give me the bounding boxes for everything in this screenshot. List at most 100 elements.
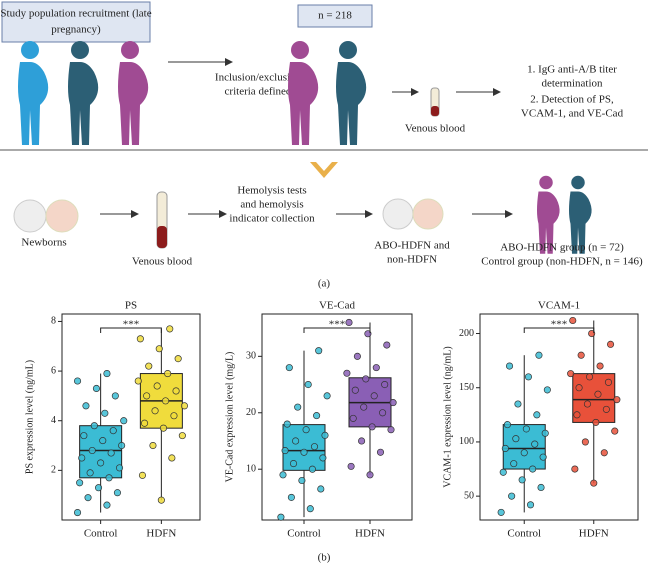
- significance-label: ***: [329, 319, 346, 331]
- hemolysis-text: and hemolysis: [240, 199, 303, 211]
- point: [383, 341, 391, 349]
- recruitment-text: pregnancy): [51, 24, 101, 36]
- point: [319, 454, 327, 462]
- point: [90, 422, 98, 430]
- point: [159, 424, 168, 432]
- point: [368, 423, 376, 431]
- point: [347, 462, 355, 470]
- recruitment-box: [1, 1, 151, 43]
- newborn: [382, 198, 414, 230]
- y-axis-label: VE-Cad expression level (mg/L): [224, 352, 235, 483]
- significance-bracket: [303, 327, 371, 333]
- point: [611, 427, 619, 435]
- significance-bracket: [100, 327, 162, 333]
- venous-blood-text: Venous blood: [132, 256, 193, 268]
- point: [82, 402, 90, 410]
- point: [531, 440, 539, 448]
- caption: (a): [318, 278, 331, 290]
- point: [600, 449, 608, 457]
- point: [73, 377, 82, 385]
- venous-blood-text: Venous blood: [405, 123, 466, 135]
- significance-label: ***: [551, 319, 568, 331]
- point: [294, 403, 302, 411]
- pregnant-woman: [336, 41, 367, 145]
- point: [118, 441, 126, 450]
- x-tick-label: Control: [507, 528, 541, 540]
- point: [499, 468, 507, 476]
- point: [505, 362, 514, 370]
- point: [300, 448, 308, 456]
- point: [109, 427, 117, 435]
- chart-title: VE-Cad: [319, 300, 356, 312]
- point: [86, 469, 94, 477]
- point: [372, 364, 380, 372]
- point: [586, 373, 594, 381]
- point: [308, 465, 316, 473]
- classification-text: non-HDFN: [387, 254, 437, 266]
- point: [567, 370, 575, 378]
- point: [166, 325, 174, 333]
- plot-frame: [479, 313, 639, 521]
- criteria-text: criteria defined: [225, 86, 292, 98]
- point: [120, 417, 128, 425]
- point: [292, 437, 300, 445]
- point: [174, 355, 182, 363]
- x-tick-label: HDFN: [579, 528, 609, 540]
- point: [277, 513, 285, 521]
- point: [317, 485, 325, 493]
- newborn: [412, 198, 444, 230]
- chart-title: VCAM-1: [538, 300, 580, 312]
- point: [80, 432, 88, 440]
- point: [92, 384, 100, 393]
- point: [315, 347, 323, 355]
- point: [360, 403, 368, 411]
- pregnant-woman: [18, 41, 49, 145]
- point: [583, 400, 592, 408]
- detection-text: determination: [541, 78, 603, 90]
- point: [520, 449, 528, 457]
- n-box: [297, 4, 373, 28]
- point: [353, 352, 361, 360]
- point: [151, 407, 159, 415]
- y-tick-label: 200: [459, 328, 474, 339]
- y-tick-label: 6: [51, 365, 56, 376]
- point: [349, 414, 357, 422]
- point: [351, 386, 359, 394]
- blood: [157, 226, 167, 248]
- point: [310, 443, 319, 451]
- point: [358, 437, 366, 445]
- point: [141, 419, 149, 427]
- point: [376, 448, 385, 456]
- point: [149, 441, 157, 450]
- point: [279, 471, 287, 479]
- point: [539, 453, 547, 461]
- chevron: [310, 162, 338, 178]
- point: [111, 392, 119, 400]
- chart-title: PS: [125, 300, 137, 312]
- point: [343, 369, 351, 377]
- point: [362, 375, 370, 383]
- point: [575, 384, 583, 392]
- y-tick-label: 4: [51, 415, 56, 426]
- point: [533, 411, 541, 419]
- point: [613, 396, 621, 404]
- point: [281, 447, 289, 455]
- point: [596, 362, 604, 370]
- point: [76, 479, 84, 487]
- point: [526, 501, 535, 509]
- group-text: ABO-HDFN group (n = 72): [500, 242, 624, 254]
- point: [103, 501, 111, 509]
- point: [164, 370, 172, 378]
- point: [592, 418, 600, 426]
- point: [103, 370, 111, 378]
- point: [155, 345, 163, 353]
- y-tick-label: 20: [246, 407, 256, 418]
- x-tick-label: HDFN: [146, 528, 176, 540]
- point: [529, 465, 537, 473]
- point: [289, 460, 298, 468]
- point: [524, 373, 532, 381]
- point: [304, 380, 312, 389]
- pregnant-woman: [118, 41, 149, 145]
- y-tick-label: 10: [246, 464, 256, 475]
